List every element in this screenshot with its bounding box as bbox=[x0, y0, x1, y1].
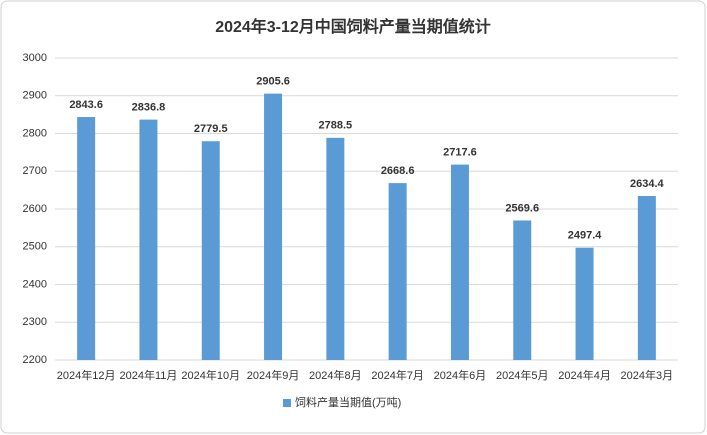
x-tick-label: 2024年7月 bbox=[371, 368, 424, 382]
bar bbox=[326, 137, 345, 360]
bar bbox=[77, 117, 96, 360]
bar bbox=[450, 164, 469, 360]
x-tick-label: 2024年12月 bbox=[57, 368, 116, 382]
y-tick-label: 2200 bbox=[23, 354, 47, 366]
value-label: 2779.5 bbox=[194, 123, 228, 135]
y-tick-label: 2400 bbox=[23, 278, 47, 290]
x-tick-label: 2024年5月 bbox=[496, 368, 549, 382]
value-label: 2668.6 bbox=[381, 165, 415, 177]
y-tick-label: 2600 bbox=[23, 203, 47, 215]
x-tick-label: 2024年9月 bbox=[247, 368, 300, 382]
value-label: 2788.5 bbox=[319, 120, 353, 132]
bar bbox=[575, 247, 594, 360]
x-tick-label: 2024年3月 bbox=[621, 368, 674, 382]
value-label: 2634.4 bbox=[630, 178, 665, 190]
bar bbox=[264, 93, 283, 361]
y-tick-label: 2300 bbox=[23, 316, 47, 328]
bar bbox=[201, 141, 220, 360]
bar bbox=[637, 196, 656, 360]
y-tick-label: 2700 bbox=[23, 165, 47, 177]
value-label: 2569.6 bbox=[505, 202, 539, 214]
value-label: 2717.6 bbox=[443, 147, 477, 159]
y-tick-label: 2500 bbox=[23, 241, 47, 253]
chart-title: 2024年3-12月中国饲料产量当期值统计 bbox=[215, 17, 491, 36]
x-tick-label: 2024年10月 bbox=[181, 368, 240, 382]
value-label: 2497.4 bbox=[568, 230, 603, 242]
x-tick-label: 2024年8月 bbox=[309, 368, 362, 382]
bar bbox=[139, 119, 158, 360]
legend-label: 饲料产量当期值(万吨) bbox=[295, 395, 401, 409]
x-tick-label: 2024年4月 bbox=[558, 368, 611, 382]
y-tick-label: 2800 bbox=[23, 127, 47, 139]
x-tick-label: 2024年11月 bbox=[120, 368, 178, 382]
bar bbox=[388, 183, 407, 360]
value-label: 2843.6 bbox=[69, 99, 103, 111]
legend-marker bbox=[283, 399, 291, 407]
value-label: 2905.6 bbox=[256, 76, 290, 88]
x-tick-label: 2024年6月 bbox=[434, 368, 487, 382]
y-tick-label: 3000 bbox=[23, 52, 47, 64]
bar bbox=[513, 220, 532, 360]
y-tick-label: 2900 bbox=[23, 90, 47, 102]
value-label: 2836.8 bbox=[132, 102, 166, 114]
